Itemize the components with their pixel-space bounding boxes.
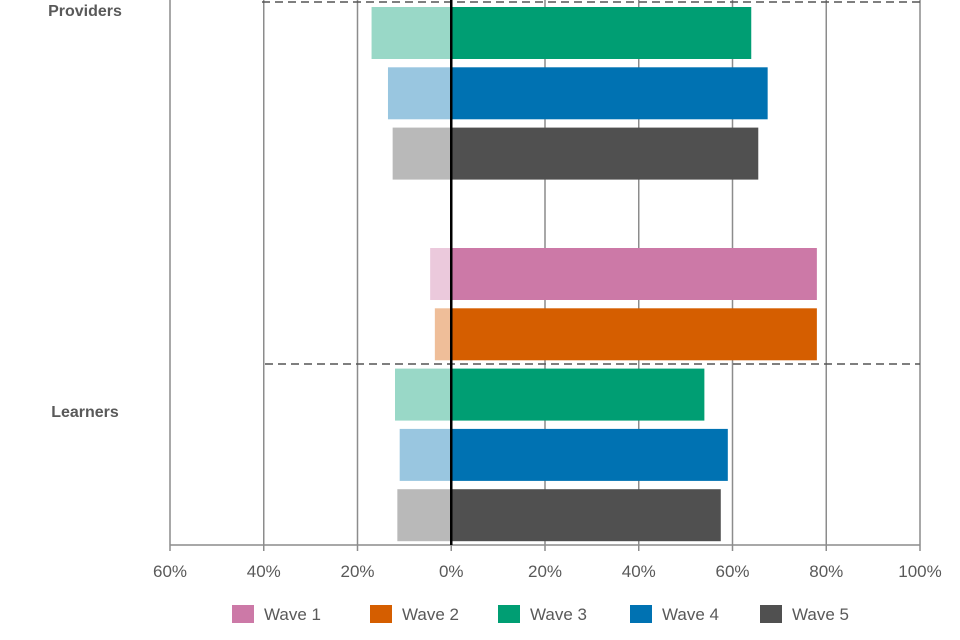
x-tick-label: 60%: [715, 562, 749, 581]
legend-label: Wave 5: [792, 605, 849, 624]
x-tick-label: 20%: [340, 562, 374, 581]
labels: 60% 40% 20% 0% 20% 40% 60% 80% 100% Providers Lear…: [48, 3, 942, 581]
legend-swatch: [760, 605, 782, 623]
legend-label: Wave 3: [530, 605, 587, 624]
bar-positive: [451, 368, 705, 421]
bar-positive: [451, 248, 817, 300]
legend-swatch: [232, 605, 254, 623]
legend-swatch: [630, 605, 652, 623]
x-tick-label: 60%: [153, 562, 187, 581]
bar-negative: [399, 428, 452, 481]
bar-positive: [451, 67, 768, 120]
legend-label: Wave 4: [662, 605, 719, 624]
legend-swatch: [498, 605, 520, 623]
legend-label: Wave 1: [264, 605, 321, 624]
bar-negative: [392, 127, 452, 180]
bar-negative: [387, 67, 452, 120]
bar-positive: [451, 7, 752, 59]
legend-swatch: [370, 605, 392, 623]
legend-label: Wave 2: [402, 605, 459, 624]
bar-positive: [451, 489, 721, 542]
bar-negative: [371, 7, 452, 59]
bar-negative: [430, 248, 452, 300]
group-label: Providers: [48, 3, 122, 20]
x-tick-label: 80%: [809, 562, 843, 581]
x-tick-label: 40%: [622, 562, 656, 581]
bars: [371, 7, 817, 542]
bar-positive: [451, 428, 728, 481]
bar-negative: [434, 308, 452, 361]
bar-negative: [397, 489, 452, 542]
x-tick-label: 40%: [247, 562, 281, 581]
x-tick-label: 100%: [898, 562, 941, 581]
x-tick-label: 20%: [528, 562, 562, 581]
bar-positive: [451, 308, 817, 361]
legend: Wave 1 Wave 2 Wave 3 Wave 4 Wave 5: [232, 605, 849, 624]
group-label: Learners: [51, 404, 119, 421]
x-tick-label: 0%: [439, 562, 464, 581]
bar-negative: [395, 368, 452, 421]
bar-positive: [451, 127, 759, 180]
axes: [169, 0, 921, 551]
